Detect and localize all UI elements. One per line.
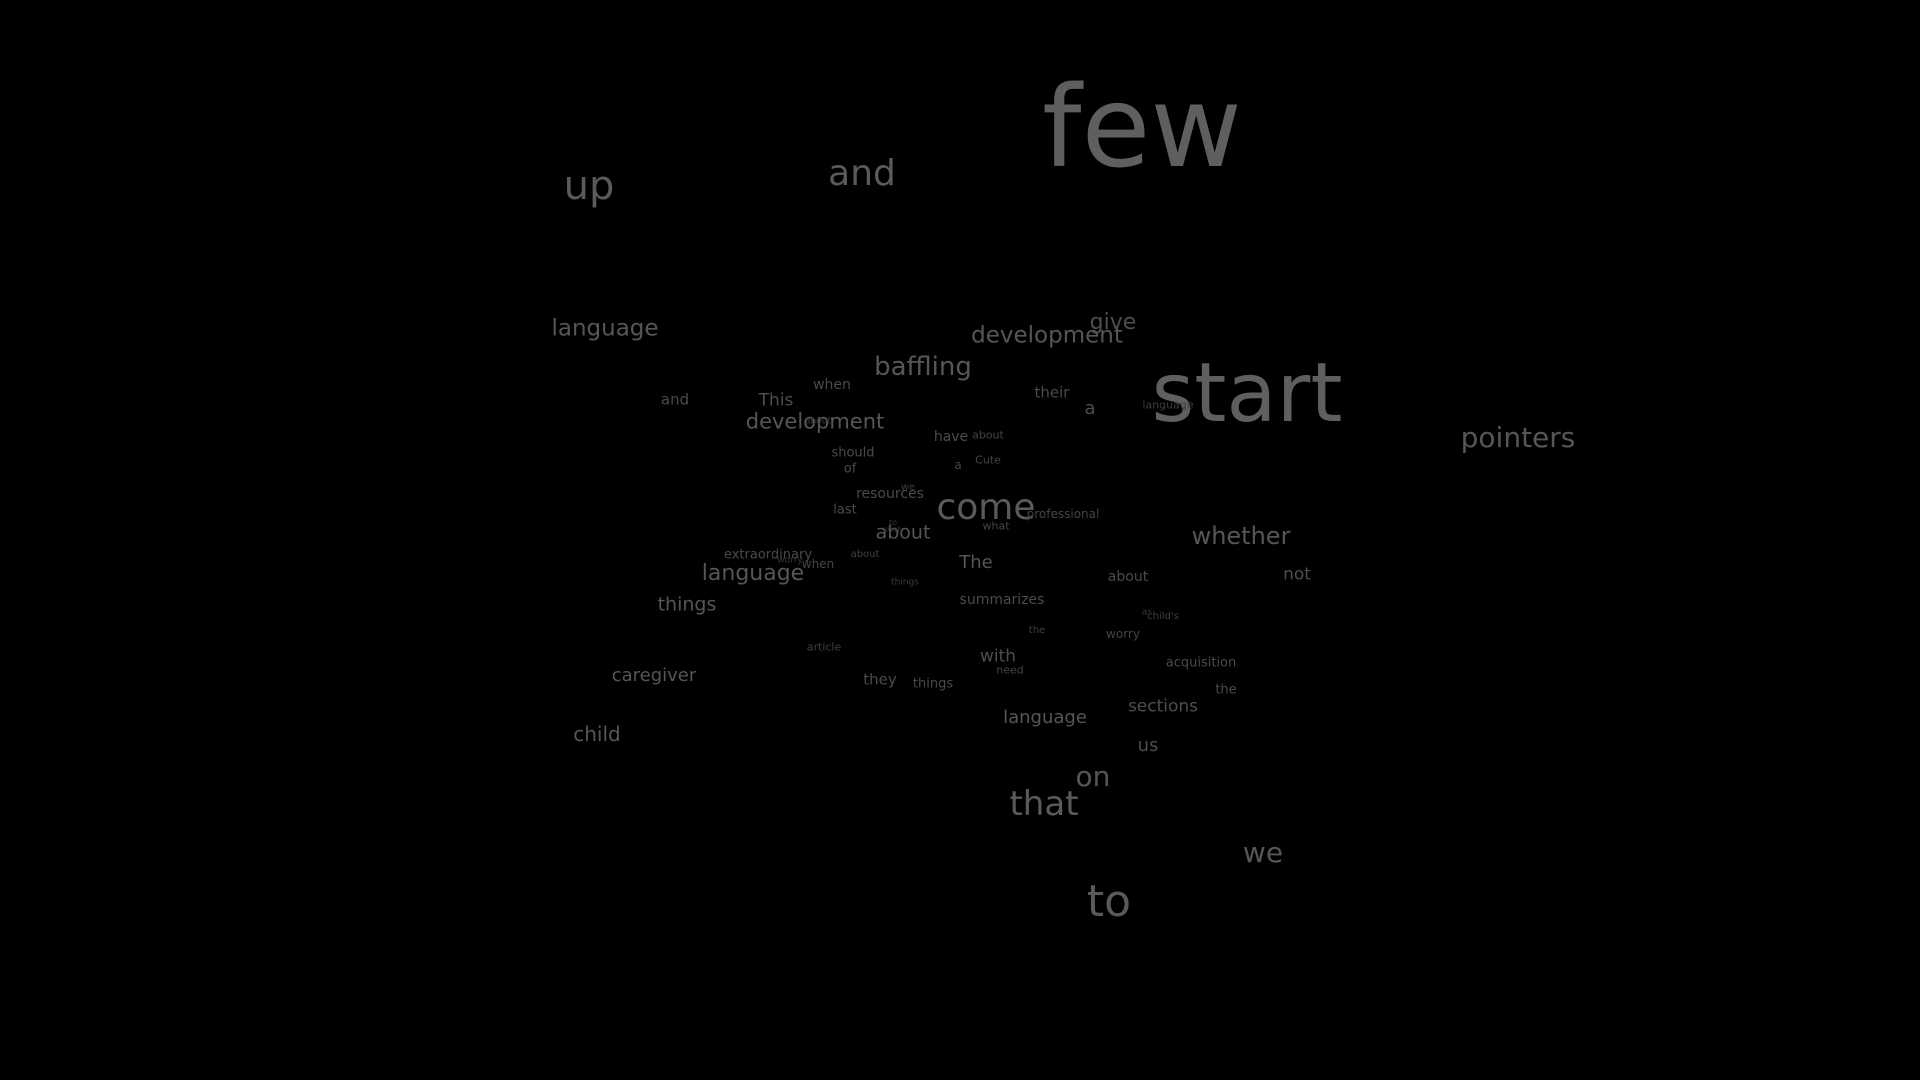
word-child: child (573, 722, 621, 746)
word-give: give (1089, 310, 1137, 335)
word-need: need (996, 663, 1024, 677)
word-the: the (1215, 682, 1237, 698)
word-what: what (982, 519, 1010, 533)
word-caregiver: caregiver (611, 665, 697, 686)
word-extraordinary: extraordinary (723, 547, 813, 563)
word-about: about (875, 521, 931, 544)
word-that: that (1009, 784, 1079, 824)
word-few: few (1042, 63, 1242, 193)
word-this: This (758, 390, 794, 411)
word-about: about (972, 428, 1004, 442)
word-of: of (843, 461, 857, 477)
word-as: as (1141, 607, 1153, 618)
word-whether: whether (1191, 522, 1291, 550)
word-and: and (660, 390, 690, 409)
word-with: with (979, 646, 1017, 667)
word-they: they (863, 670, 897, 689)
word-a: a (1084, 398, 1096, 419)
word-last: last (833, 502, 857, 518)
word-sections: sections (1127, 696, 1199, 717)
word-a: a (954, 458, 962, 472)
word-about: about (805, 416, 831, 427)
word-start: start (1151, 346, 1343, 441)
word-childs: child's (1147, 611, 1179, 622)
word-us: us (1137, 735, 1159, 756)
word-acquisition: acquisition (1165, 655, 1237, 671)
word-language: language (701, 561, 805, 586)
word-the: the (1028, 625, 1046, 636)
word-when: when (801, 557, 835, 571)
word-to: to (1086, 876, 1132, 927)
word-baffling: baffling (874, 352, 972, 382)
word-we: we (1242, 836, 1284, 869)
word-development: development (971, 322, 1123, 349)
word-come: come (936, 487, 1036, 528)
word-such: such (883, 525, 903, 534)
word-things: things (657, 593, 717, 616)
word-should: should (831, 445, 875, 461)
word-their: their (1034, 383, 1070, 402)
word-worry: worry (1106, 627, 1140, 641)
word-article: article (806, 640, 842, 654)
word-development: development (745, 409, 885, 434)
word-we: we (900, 482, 916, 493)
word-pointers: pointers (1460, 421, 1576, 454)
word-language: language (1003, 707, 1087, 728)
word-about: about (850, 549, 880, 560)
word-not: not (1283, 564, 1311, 585)
word-on: on (1075, 760, 1111, 793)
word-and: and (828, 153, 896, 194)
word-have: have (933, 429, 969, 445)
word-up: up (563, 163, 615, 209)
word-worry: worry (777, 555, 803, 566)
word-resources: resources (856, 486, 924, 502)
word-things: things (891, 577, 919, 588)
word-about: about (1107, 569, 1149, 585)
word-language: language (551, 315, 659, 342)
word-things: things (912, 676, 954, 692)
word-summarizes: summarizes (959, 592, 1045, 608)
word-language: language (1142, 398, 1194, 412)
word-to: to (888, 518, 898, 527)
word-the: The (959, 552, 993, 573)
word-cute: Cute (975, 453, 1001, 467)
word-professional: professional (1026, 507, 1100, 521)
word-when: when (813, 377, 851, 393)
